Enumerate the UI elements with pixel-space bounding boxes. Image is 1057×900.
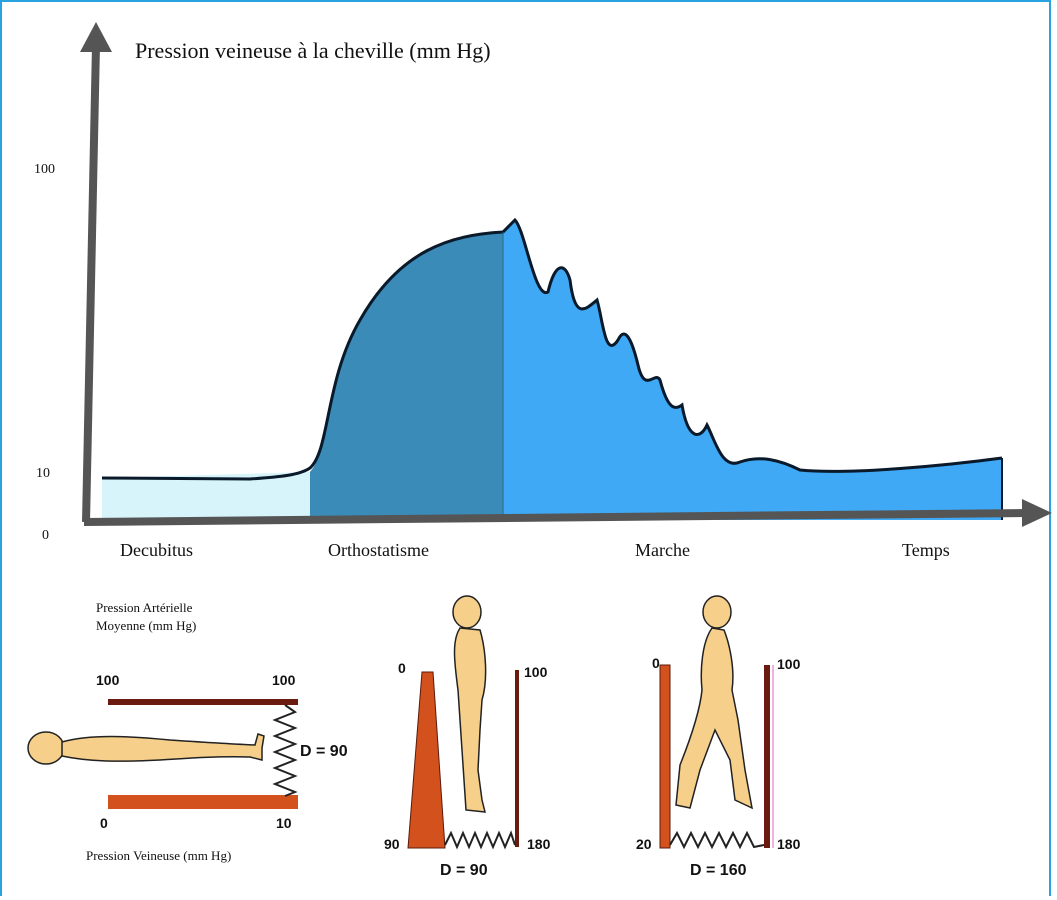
- lying-arterial-bar: [108, 699, 298, 705]
- y-tick-100: 100: [34, 162, 55, 177]
- orthostatisme-area: [310, 232, 503, 520]
- standing-arterial-column: [515, 670, 519, 847]
- x-axis: [83, 509, 1031, 526]
- phase-label-decubitus: Decubitus: [120, 540, 193, 560]
- phase-label-marche: Marche: [635, 540, 690, 560]
- standing-bottom-left: 90: [384, 836, 400, 852]
- lying-delta: D = 90: [300, 743, 348, 760]
- lying-top-right: 100: [272, 672, 296, 688]
- walking-top-right: 100: [777, 656, 801, 672]
- standing-delta: D = 90: [440, 862, 488, 879]
- lying-bottom-right: 10: [276, 815, 292, 831]
- walking-body-icon: [675, 595, 754, 810]
- x-axis-arrow: [1022, 499, 1052, 527]
- lying-top-left: 100: [96, 672, 120, 688]
- pressure-curve: [101, 217, 1003, 481]
- lying-bottom-left: 0: [100, 815, 108, 831]
- lying-body-icon: [27, 731, 265, 765]
- lying-venous-bar: [108, 795, 298, 809]
- phase-label-temps: Temps: [902, 540, 950, 560]
- y-tick-10: 10: [36, 466, 50, 481]
- lying-spring: [272, 704, 298, 797]
- venous-pressure-caption: Pression Veineuse (mm Hg): [86, 848, 232, 863]
- standing-top-right: 100: [524, 664, 548, 680]
- walking-bottom-left: 20: [636, 836, 652, 852]
- standing-spring: [444, 830, 516, 850]
- y-axis-arrow: [80, 22, 112, 52]
- y-tick-0: 0: [42, 528, 49, 543]
- arterial-pressure-title-1: Pression Artérielle: [96, 600, 193, 615]
- standing-venous-column: [407, 671, 446, 849]
- walking-spring: [669, 830, 765, 850]
- walking-venous-column: [659, 664, 671, 849]
- standing-top-left: 0: [398, 660, 406, 676]
- y-axis: [82, 44, 100, 523]
- walking-arterial-column: [764, 665, 770, 848]
- chart-ylabel: Pression veineuse à la cheville (mm Hg): [135, 38, 491, 63]
- walking-bottom-right: 180: [777, 836, 801, 852]
- decubitus-area: [102, 472, 310, 520]
- walking-delta: D = 160: [690, 862, 747, 879]
- standing-bottom-right: 180: [527, 836, 551, 852]
- standing-body-icon: [452, 595, 487, 813]
- arterial-pressure-title-2: Moyenne (mm Hg): [96, 618, 197, 633]
- phase-label-orthostatisme: Orthostatisme: [328, 540, 429, 560]
- walking-top-left: 0: [652, 655, 660, 671]
- marche-area: [503, 220, 1002, 520]
